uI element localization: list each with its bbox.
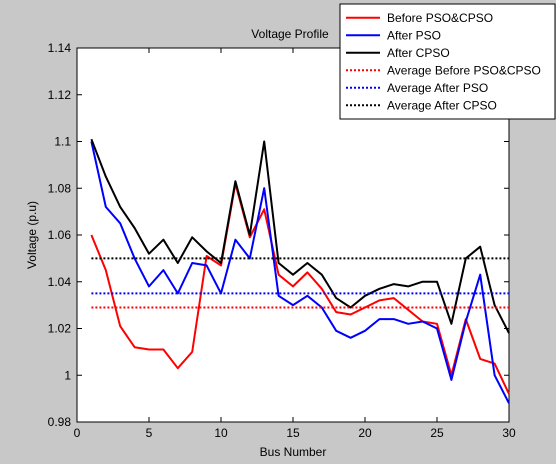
legend: Before PSO&CPSO After PSO After CPSO Averag…: [339, 3, 556, 120]
y-tick-label: 1.04: [48, 275, 72, 289]
legend-label: Average After CPSO: [387, 98, 497, 112]
y-axis-title: Voltage (p.u): [25, 201, 39, 269]
legend-label: After CPSO: [387, 46, 450, 60]
series-lines: [90, 138, 510, 404]
legend-label: Average After PSO: [387, 81, 488, 95]
x-axis-title: Bus Number: [260, 445, 327, 459]
x-tick-label: 20: [358, 426, 372, 440]
legend-label: Average Before PSO&CPSO: [387, 63, 541, 77]
y-tick-label: 1.02: [48, 322, 72, 336]
y-tick-label: 1.12: [48, 88, 72, 102]
legend-label: Before PSO&CPSO: [387, 11, 493, 25]
y-tick-label: 1: [64, 368, 71, 382]
legend-label: After PSO: [387, 28, 441, 42]
y-tick-label: 1.14: [48, 41, 72, 55]
axis-ticks: 0 5 10 15 20 25 30 0.98 1 1.02 1.04 1.06 1.08 1.1 1.12…: [48, 41, 516, 440]
series-line-before-pso-cpso: [90, 182, 510, 395]
series-line-after-cpso: [90, 138, 510, 334]
y-tick-label: 1.08: [48, 181, 72, 195]
y-tick-label: 0.98: [48, 415, 72, 429]
y-tick-label: 1.06: [48, 228, 72, 242]
x-tick-label: 25: [430, 426, 444, 440]
legend-box: [339, 3, 556, 120]
y-tick-label: 1.1: [54, 135, 71, 149]
chart-title: Voltage Profile: [251, 27, 329, 41]
x-tick-label: 10: [214, 426, 228, 440]
x-tick-label: 15: [286, 426, 300, 440]
series-line-after-pso: [90, 141, 510, 404]
x-tick-label: 0: [74, 426, 81, 440]
x-tick-label: 30: [502, 426, 516, 440]
x-tick-label: 5: [146, 426, 153, 440]
